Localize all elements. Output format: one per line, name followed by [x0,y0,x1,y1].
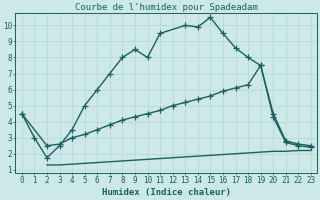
Title: Courbe de l'humidex pour Spadeadam: Courbe de l'humidex pour Spadeadam [75,3,258,12]
X-axis label: Humidex (Indice chaleur): Humidex (Indice chaleur) [102,188,231,197]
